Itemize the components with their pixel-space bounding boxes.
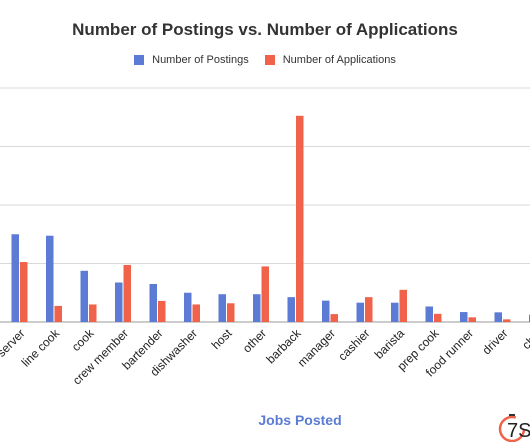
x-tick-label-host: host <box>209 326 235 352</box>
bar-applications-server <box>20 262 28 322</box>
bar-applications-cashier <box>365 297 373 322</box>
bar-postings-host <box>218 294 226 322</box>
bar-postings-dishwasher <box>184 292 192 322</box>
legend-item-applications: Number of Applications <box>264 54 396 66</box>
bar-postings-driver <box>494 312 502 322</box>
bar-applications-host <box>227 303 235 322</box>
legend-item-postings: Number of Postings <box>134 54 249 66</box>
stopwatch-logo-icon: 7S <box>498 414 530 442</box>
x-tick-label-chef: chef <box>519 326 530 352</box>
bar-applications-line-cook <box>54 305 62 322</box>
legend-swatch-applications <box>264 55 275 65</box>
bar-postings-server <box>11 234 19 322</box>
bar-postings-other <box>253 294 261 322</box>
bar-applications-barback <box>296 115 304 322</box>
legend: Number of Postings Number of Application… <box>0 54 530 66</box>
bar-applications-food-runner <box>468 317 476 322</box>
bar-postings-prep-cook <box>425 306 433 322</box>
bar-postings-crew-member <box>115 282 123 322</box>
bar-applications-crew-member <box>123 264 131 322</box>
bar-applications-prep-cook <box>434 313 442 322</box>
x-tick-label-cook: cook <box>69 326 98 355</box>
bar-applications-manager <box>330 314 338 322</box>
x-tick-label-other: other <box>240 326 269 355</box>
x-tick-label-cashier: cashier <box>335 326 372 363</box>
bar-applications-cook <box>89 304 97 322</box>
x-tick-label-line-cook: line cook <box>19 326 63 370</box>
x-tick-label-driver: driver <box>479 326 510 357</box>
logo-text: 7S <box>507 420 530 442</box>
x-tick-label-manager: manager <box>295 326 338 369</box>
bar-postings-bartender <box>149 283 157 322</box>
bar-postings-cook <box>80 270 88 322</box>
bar-postings-barista <box>391 302 399 322</box>
legend-label-applications: Number of Applications <box>282 54 396 66</box>
x-axis-title: Jobs Posted <box>258 412 342 428</box>
bar-applications-other <box>261 266 269 322</box>
bar-applications-driver <box>503 319 511 322</box>
bar-postings-food-runner <box>460 312 468 322</box>
bar-applications-bartender <box>158 300 166 322</box>
bar-applications-dishwasher <box>192 304 200 322</box>
bar-applications-barista <box>399 289 407 322</box>
bar-postings-line-cook <box>46 235 54 322</box>
bar-postings-manager <box>322 300 330 322</box>
bar-postings-barback <box>287 297 295 322</box>
chart-title: Number of Postings vs. Number of Applica… <box>72 20 458 39</box>
bar-postings-cashier <box>356 302 364 322</box>
legend-swatch-postings <box>134 55 145 65</box>
legend-label-postings: Number of Postings <box>152 54 249 66</box>
